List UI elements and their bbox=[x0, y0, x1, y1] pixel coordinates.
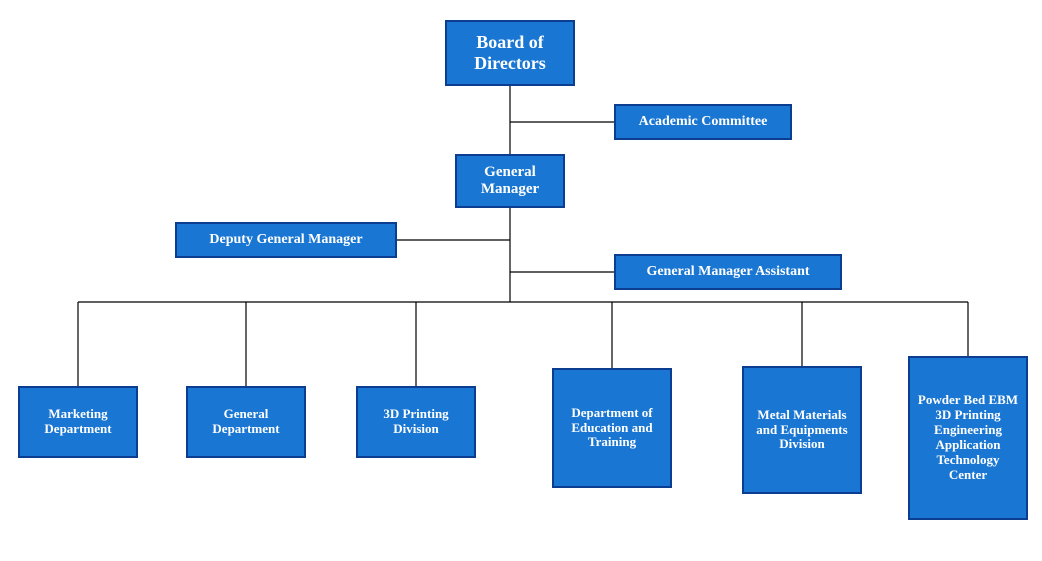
node-label: Metal Materials and Equipments Division bbox=[750, 408, 854, 453]
org-chart-canvas: Board of Directors Academic Committee Ge… bbox=[0, 0, 1042, 561]
node-deputy-general-manager: Deputy General Manager bbox=[175, 222, 397, 258]
node-academic-committee: Academic Committee bbox=[614, 104, 792, 140]
node-label: 3D Printing Division bbox=[364, 407, 468, 437]
node-label: Deputy General Manager bbox=[209, 232, 362, 248]
node-board-of-directors: Board of Directors bbox=[445, 20, 575, 86]
node-metal-materials-division: Metal Materials and Equipments Division bbox=[742, 366, 862, 494]
node-label: General Manager bbox=[463, 164, 557, 199]
node-label: Marketing Department bbox=[26, 407, 130, 437]
node-powder-bed-ebm-center: Powder Bed EBM 3D Printing Engineering A… bbox=[908, 356, 1028, 520]
node-general-manager: General Manager bbox=[455, 154, 565, 208]
node-label: Board of Directors bbox=[453, 32, 567, 73]
node-label: Powder Bed EBM 3D Printing Engineering A… bbox=[916, 393, 1020, 483]
node-general-manager-assistant: General Manager Assistant bbox=[614, 254, 842, 290]
node-education-training: Department of Education and Training bbox=[552, 368, 672, 488]
node-label: Academic Committee bbox=[639, 114, 768, 130]
node-label: General Department bbox=[194, 407, 298, 437]
node-label: General Manager Assistant bbox=[646, 264, 809, 280]
node-general-department: General Department bbox=[186, 386, 306, 458]
node-marketing-department: Marketing Department bbox=[18, 386, 138, 458]
node-label: Department of Education and Training bbox=[560, 406, 664, 451]
node-3d-printing-division: 3D Printing Division bbox=[356, 386, 476, 458]
